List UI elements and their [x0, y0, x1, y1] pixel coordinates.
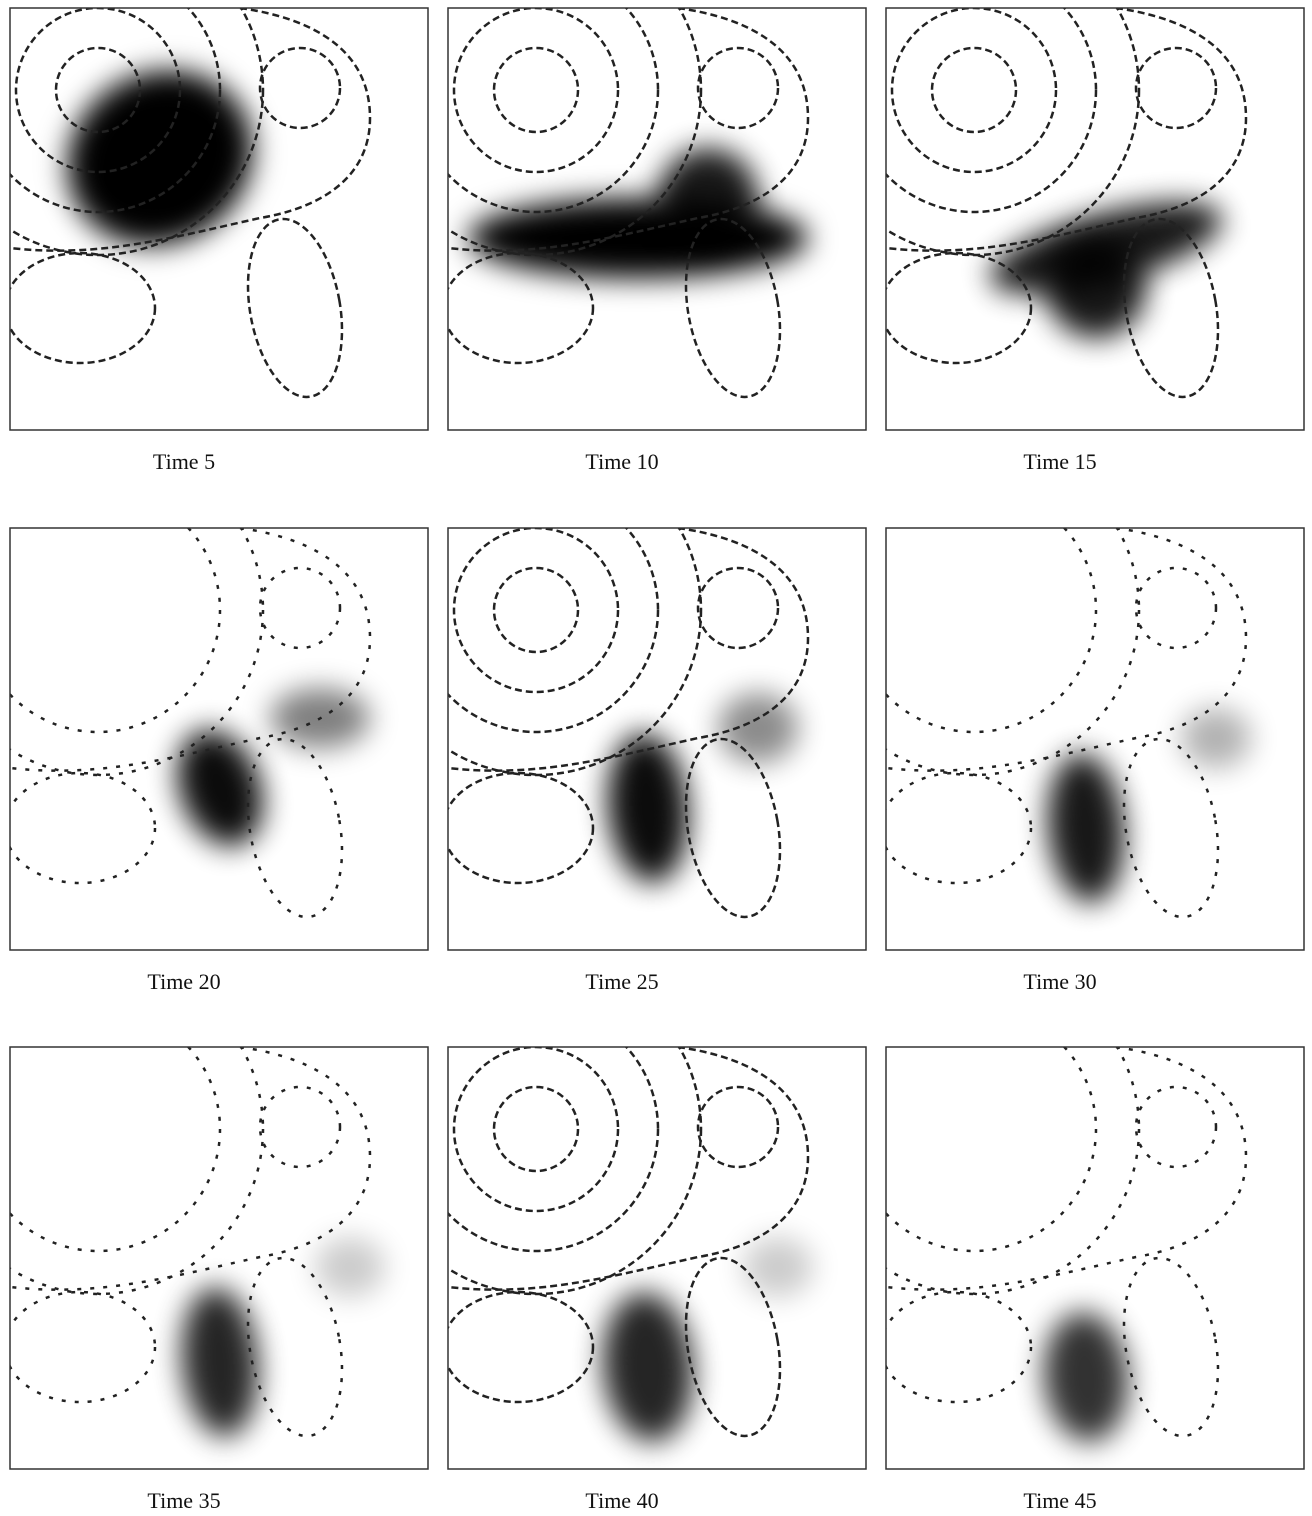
contour: [414, 0, 658, 212]
panel-content: [371, 0, 808, 404]
density-blob: [658, 148, 758, 248]
contour: [414, 1007, 658, 1251]
panel-content: [371, 445, 808, 924]
panel-label: Time 45: [1023, 1488, 1096, 1513]
panel: [809, 964, 1304, 1469]
panel-label: Time 30: [1023, 969, 1096, 994]
contour: [881, 1292, 1031, 1402]
density-blob: [718, 693, 798, 763]
panel-content: [371, 964, 813, 1446]
density-blob: [1042, 750, 1131, 906]
contour: [852, 488, 1096, 732]
density-blob: [1181, 708, 1251, 768]
panel-label: Time 25: [585, 969, 658, 994]
contour: [932, 48, 1016, 132]
panel: [0, 445, 428, 950]
panel-content: [0, 0, 370, 404]
contour: [414, 488, 658, 732]
contour: [1136, 48, 1216, 128]
contour: [698, 568, 778, 648]
contour: [1111, 1251, 1231, 1444]
panel: [0, 964, 428, 1469]
contour: [260, 48, 340, 128]
contour: [494, 1087, 578, 1171]
contour: [0, 445, 263, 775]
density-blob: [162, 718, 278, 858]
contour: [1136, 1087, 1216, 1167]
page: Time 5 Time 10 Time 15 Time 20 Time 25 Time 3…: [0, 0, 1312, 1516]
density-blob: [1046, 238, 1146, 338]
density-blob: [468, 198, 808, 278]
density-blob: [602, 730, 695, 886]
figure: Time 5 Time 10 Time 15 Time 20 Time 25 Time 3…: [0, 0, 1312, 1516]
contour: [892, 8, 1056, 172]
contour: [5, 1292, 155, 1402]
panel-content: [0, 445, 370, 924]
contour: [0, 488, 220, 732]
density-blob: [315, 1237, 385, 1297]
contour: [673, 732, 793, 925]
density-blob: [743, 1237, 813, 1297]
contour: [886, 1047, 1246, 1290]
contour: [698, 1087, 778, 1167]
contour: [235, 212, 355, 405]
density-blob: [597, 1288, 700, 1445]
contour: [371, 445, 701, 775]
panel: [371, 964, 866, 1469]
contour: [0, 1007, 220, 1251]
contour: [494, 48, 578, 132]
contour: [881, 253, 1031, 363]
panel-label: Time 40: [585, 1488, 658, 1513]
contour: [10, 1047, 370, 1290]
contour: [260, 568, 340, 648]
contour: [698, 48, 778, 128]
panel-label: Time 15: [1023, 449, 1096, 474]
panel-label: Time 20: [147, 969, 220, 994]
panel-content: [0, 964, 385, 1443]
contour: [5, 773, 155, 883]
panel: [371, 445, 866, 950]
contour: [1136, 568, 1216, 648]
contour: [5, 253, 155, 363]
panel-label: Time 5: [153, 449, 215, 474]
contour: [809, 445, 1139, 775]
panel: [371, 0, 866, 430]
contour: [494, 568, 578, 652]
density-blob: [1038, 1309, 1133, 1446]
contour: [852, 0, 1096, 212]
contour: [443, 1292, 593, 1402]
contour: [881, 773, 1031, 883]
contour: [443, 253, 593, 363]
contour: [852, 1007, 1096, 1251]
panel-content: [809, 445, 1251, 924]
contour: [443, 773, 593, 883]
panel: [809, 0, 1304, 430]
panel-content: [809, 964, 1246, 1445]
contour: [260, 1087, 340, 1167]
contour: [454, 528, 618, 692]
contour: [454, 8, 618, 172]
contour: [0, 964, 263, 1294]
panel: [809, 445, 1304, 950]
contour: [454, 1047, 618, 1211]
panel-content: [809, 0, 1246, 404]
contour: [371, 964, 701, 1294]
panel-label: Time 35: [147, 1488, 220, 1513]
panel: [0, 0, 428, 430]
panel-label: Time 10: [585, 449, 658, 474]
contour: [809, 964, 1139, 1294]
